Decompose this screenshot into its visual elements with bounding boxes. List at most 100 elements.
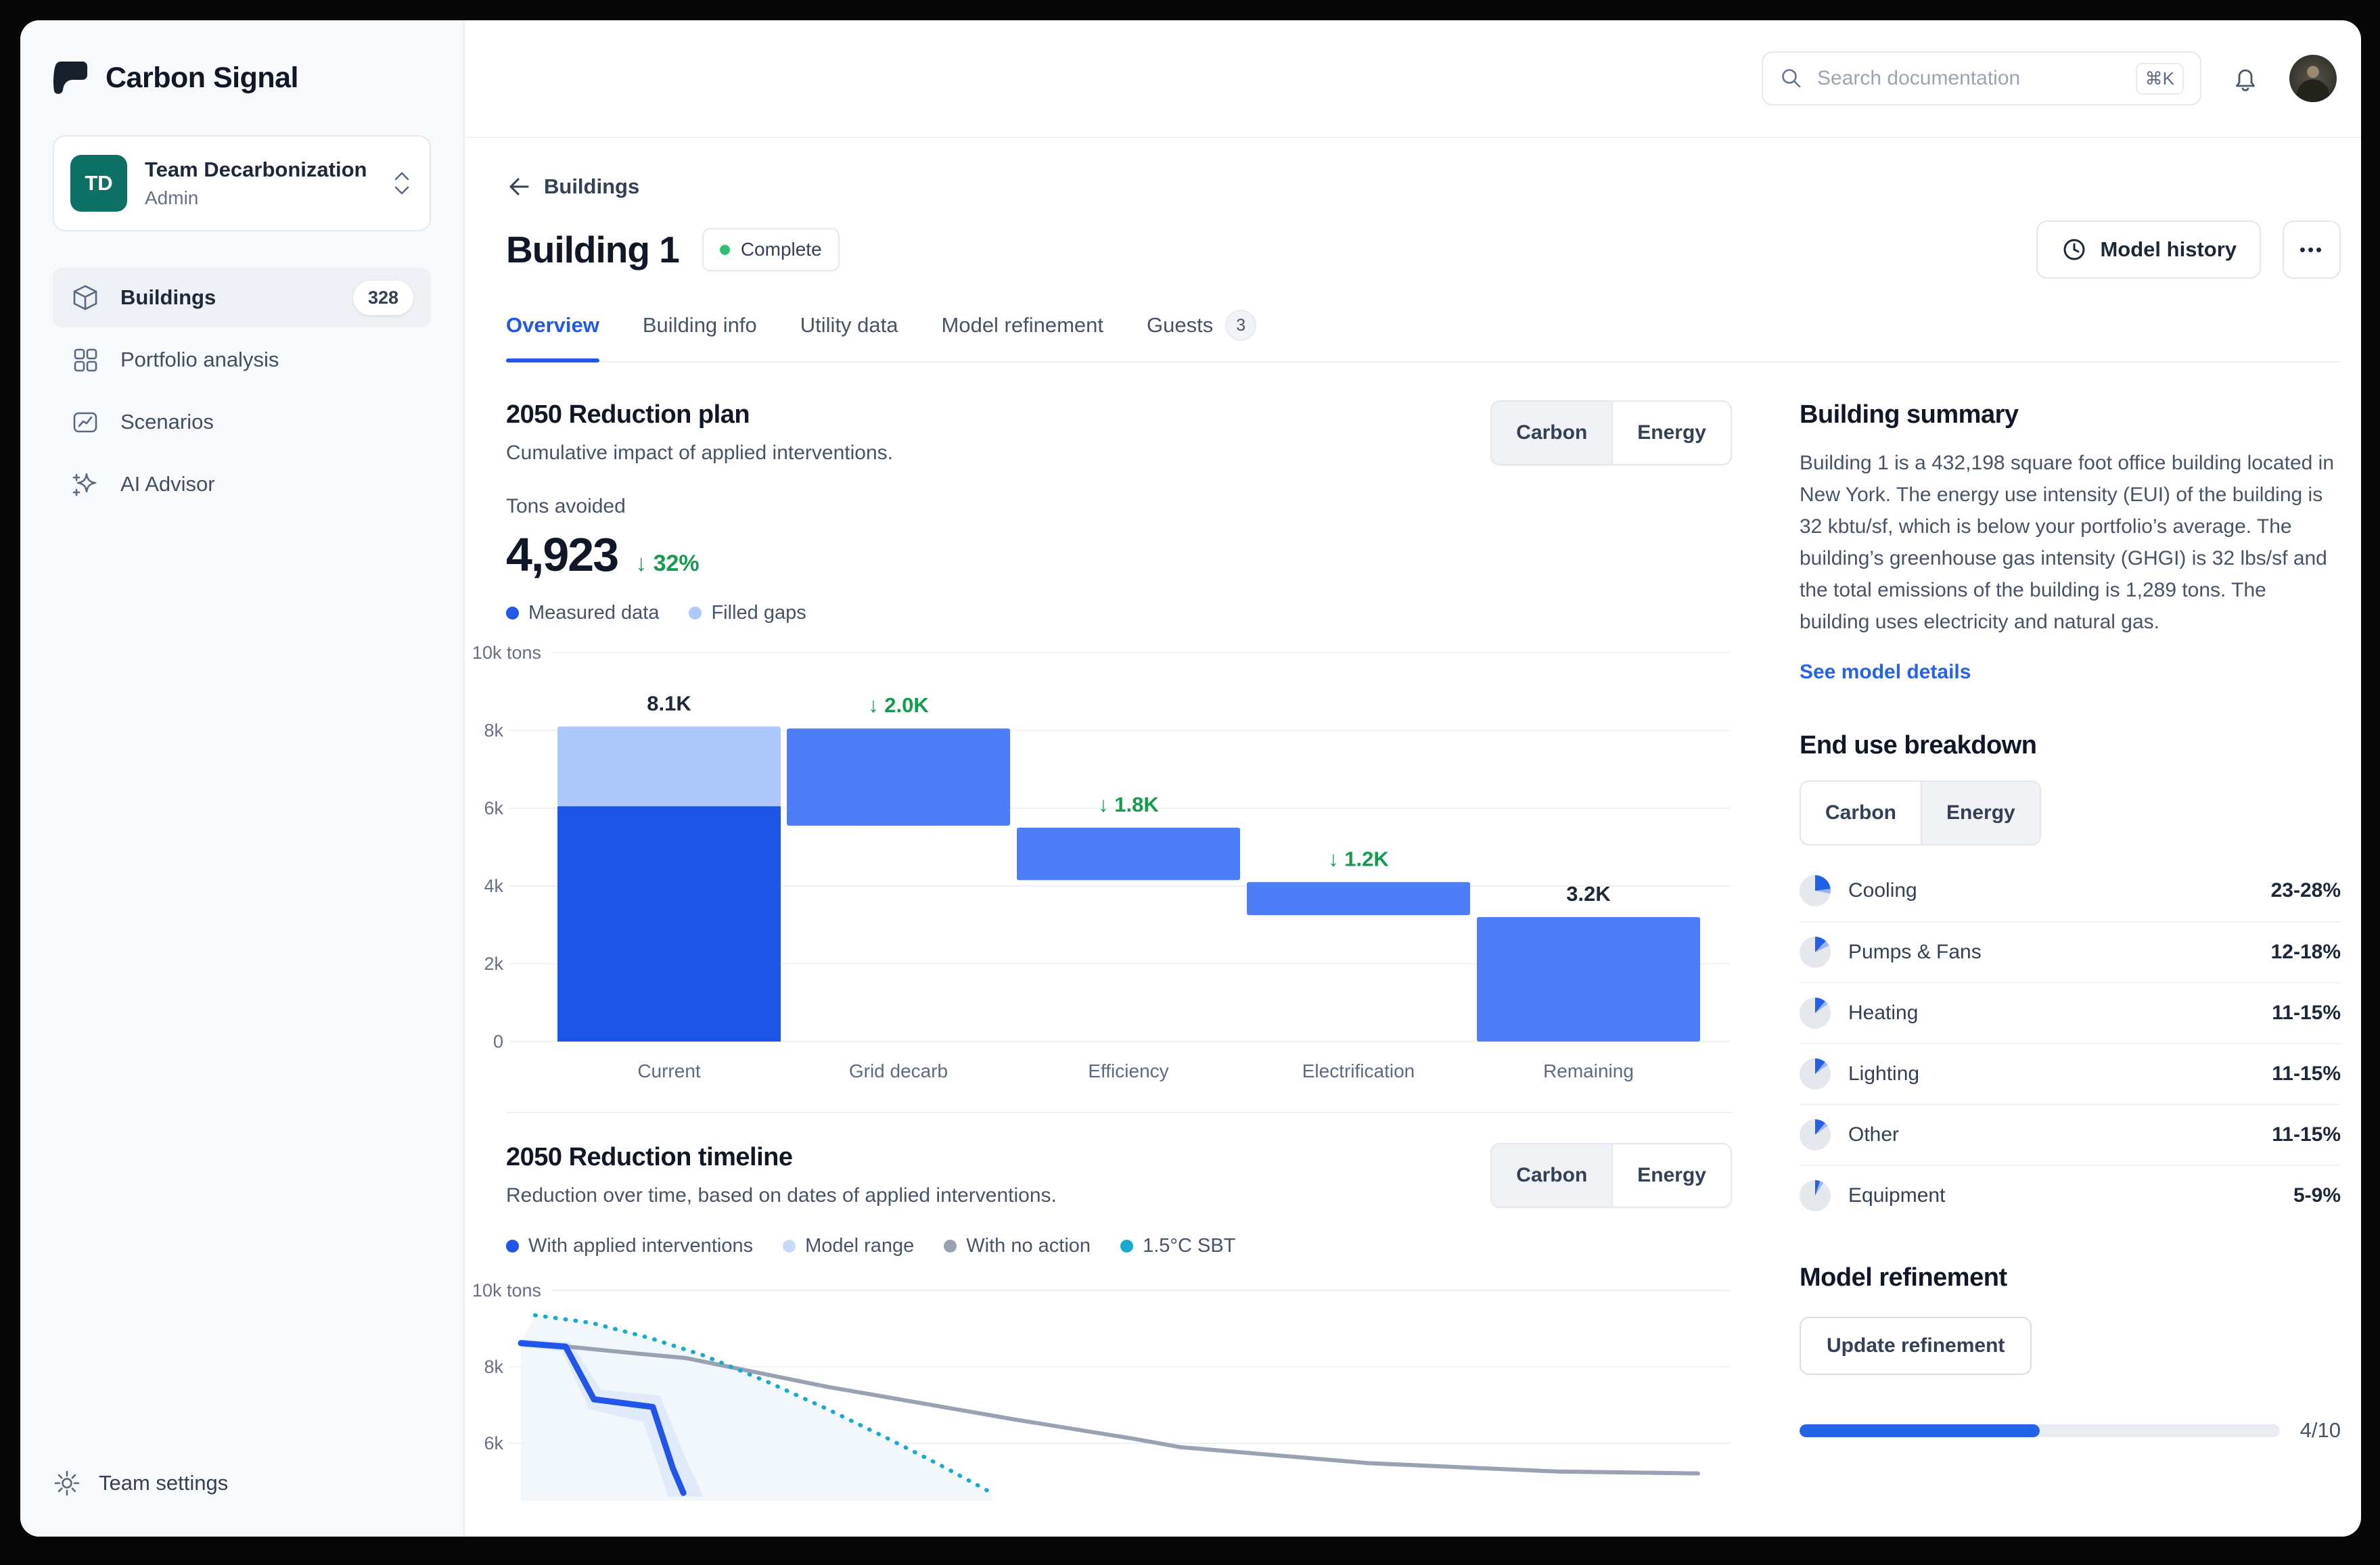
arrow-left-icon — [509, 178, 529, 195]
pie-icon — [1800, 1058, 1831, 1090]
ellipsis-icon: ••• — [2299, 239, 2325, 260]
legend-label: With applied interventions — [528, 1235, 754, 1257]
sidebar: Carbon Signal TD Team Decarbonization Ad… — [20, 20, 465, 1537]
tab-overview[interactable]: Overview — [506, 310, 599, 363]
pie-icon — [1800, 875, 1831, 906]
sidebar-item-label: Scenarios — [120, 410, 214, 434]
update-refinement-button[interactable]: Update refinement — [1800, 1317, 2032, 1375]
search-icon — [1779, 66, 1804, 91]
sidebar-item-portfolio-analysis[interactable]: Portfolio analysis — [53, 330, 431, 390]
svg-text:Grid decarb: Grid decarb — [849, 1060, 948, 1081]
page-header: Building 1 Complete Model history ••• — [506, 220, 2341, 279]
grid-icon — [70, 345, 100, 375]
toggle-energy[interactable]: Energy — [1611, 1144, 1731, 1207]
summary-column: Building summary Building 1 is a 432,198… — [1800, 400, 2341, 1504]
sidebar-nav: Buildings 328 Portfolio analysis Scenari… — [53, 268, 431, 514]
svg-text:4k: 4k — [484, 876, 503, 896]
toggle-carbon[interactable]: Carbon — [1492, 1144, 1612, 1207]
toggle-energy[interactable]: Energy — [1611, 402, 1731, 464]
svg-text:6k: 6k — [484, 798, 503, 818]
pie-icon — [1800, 1119, 1831, 1150]
legend-label: Filled gaps — [711, 602, 806, 624]
tab-model-refinement[interactable]: Model refinement — [941, 313, 1104, 337]
user-avatar[interactable] — [2289, 55, 2337, 102]
svg-text:2k: 2k — [484, 954, 503, 974]
back-label: Buildings — [544, 174, 640, 198]
reduction-plan-title: 2050 Reduction plan — [506, 400, 750, 429]
timeline-chart: 10k tons 8k 6k — [472, 1280, 1731, 1501]
end-use-label: Other — [1848, 1123, 1900, 1146]
end-use-row-equipment: Equipment 5-9% — [1800, 1165, 2341, 1225]
svg-text:6k: 6k — [484, 1433, 503, 1453]
reduction-plan-header: 2050 Reduction plan Cumulative impact of… — [506, 400, 1732, 465]
legend-label: 1.5°C SBT — [1143, 1235, 1236, 1257]
page-content: Buildings Building 1 Complete Model hist… — [465, 139, 2361, 1537]
svg-text:↓ 2.0K: ↓ 2.0K — [868, 693, 929, 717]
tab-building-info[interactable]: Building info — [642, 313, 757, 337]
back-link[interactable]: Buildings — [506, 174, 639, 199]
end-use-row-heating: Heating 11-15% — [1800, 982, 2341, 1043]
svg-text:8k: 8k — [484, 720, 503, 741]
search-shortcut: ⌘K — [2135, 62, 2184, 95]
search-input[interactable] — [1817, 67, 2122, 90]
app-logo: Carbon Signal — [53, 60, 431, 96]
end-use-title: End use breakdown — [1800, 731, 2037, 760]
toggle-energy[interactable]: Energy — [1921, 782, 2040, 844]
chevron-updown-icon — [390, 168, 413, 198]
reduction-timeline-toggle: Carbon Energy — [1490, 1143, 1732, 1208]
end-use-value: 23-28% — [2270, 879, 2341, 902]
more-actions-button[interactable]: ••• — [2283, 220, 2341, 279]
legend-label: Model range — [805, 1235, 915, 1257]
bell-icon[interactable] — [2230, 63, 2261, 94]
end-use-value: 11-15% — [2272, 1062, 2341, 1085]
tons-avoided-delta: ↓ 32% — [635, 551, 700, 576]
reduction-timeline-header: 2050 Reduction timeline Reduction over t… — [506, 1143, 1732, 1208]
timeline-legend: With applied interventions Model range W… — [506, 1235, 1732, 1257]
reduction-plan-toggle: Carbon Energy — [1490, 400, 1732, 465]
status-label: Complete — [740, 239, 822, 260]
gear-icon — [53, 1469, 81, 1497]
sparkles-icon — [70, 469, 100, 499]
pie-icon — [1800, 937, 1831, 968]
team-name: Team Decarbonization — [145, 158, 367, 181]
model-refinement-title: Model refinement — [1800, 1263, 2007, 1292]
team-settings-link[interactable]: Team settings — [53, 1469, 228, 1497]
svg-text:3.2K: 3.2K — [1566, 882, 1611, 906]
end-use-row-other: Other 11-15% — [1800, 1104, 2341, 1165]
end-use-value: 11-15% — [2272, 1002, 2341, 1024]
carbon-signal-logo-icon — [53, 61, 87, 94]
model-history-label: Model history — [2100, 237, 2237, 261]
pie-icon — [1800, 998, 1831, 1029]
model-history-button[interactable]: Model history — [2036, 220, 2261, 279]
see-model-details-link[interactable]: See model details — [1800, 661, 1971, 683]
app-title: Carbon Signal — [106, 61, 298, 94]
page-title: Building 1 — [506, 229, 680, 271]
tab-guests[interactable]: Guests 3 — [1147, 310, 1257, 361]
applied-interventions-dot-icon — [506, 1240, 519, 1253]
toggle-carbon[interactable]: Carbon — [1801, 782, 1921, 844]
sidebar-item-scenarios[interactable]: Scenarios — [53, 392, 431, 452]
cube-icon — [70, 283, 100, 312]
sidebar-item-buildings[interactable]: Buildings 328 — [53, 268, 431, 327]
svg-text:Current: Current — [637, 1060, 701, 1081]
measured-data-dot-icon — [506, 607, 519, 620]
building-summary-text: Building 1 is a 432,198 square foot offi… — [1800, 452, 2335, 633]
tab-bar: Overview Building info Utility data Mode… — [506, 310, 2341, 363]
team-switcher[interactable]: TD Team Decarbonization Admin — [53, 135, 431, 231]
team-avatar: TD — [70, 155, 127, 212]
sbt-dot-icon — [1120, 1240, 1134, 1253]
reduction-timeline-subtitle: Reduction over time, based on dates of a… — [506, 1184, 1057, 1207]
sidebar-item-ai-advisor[interactable]: AI Advisor — [53, 454, 431, 514]
svg-text:10k tons: 10k tons — [474, 1280, 541, 1301]
filled-gaps-dot-icon — [689, 607, 702, 620]
main-area: ⌘K Buildings Building 1 Complete Mode — [465, 20, 2361, 1537]
svg-text:↓ 1.2K: ↓ 1.2K — [1328, 847, 1389, 870]
sidebar-item-label: AI Advisor — [120, 472, 215, 496]
toggle-carbon[interactable]: Carbon — [1492, 402, 1612, 464]
end-use-list: Cooling 23-28% Pumps & Fans 12-18% Heati… — [1800, 860, 2341, 1225]
search-box[interactable]: ⌘K — [1762, 51, 2201, 106]
tab-utility-data[interactable]: Utility data — [800, 313, 898, 337]
end-use-label: Heating — [1848, 1002, 1919, 1024]
topbar: ⌘K — [465, 20, 2361, 138]
status-dot-icon — [719, 244, 730, 255]
